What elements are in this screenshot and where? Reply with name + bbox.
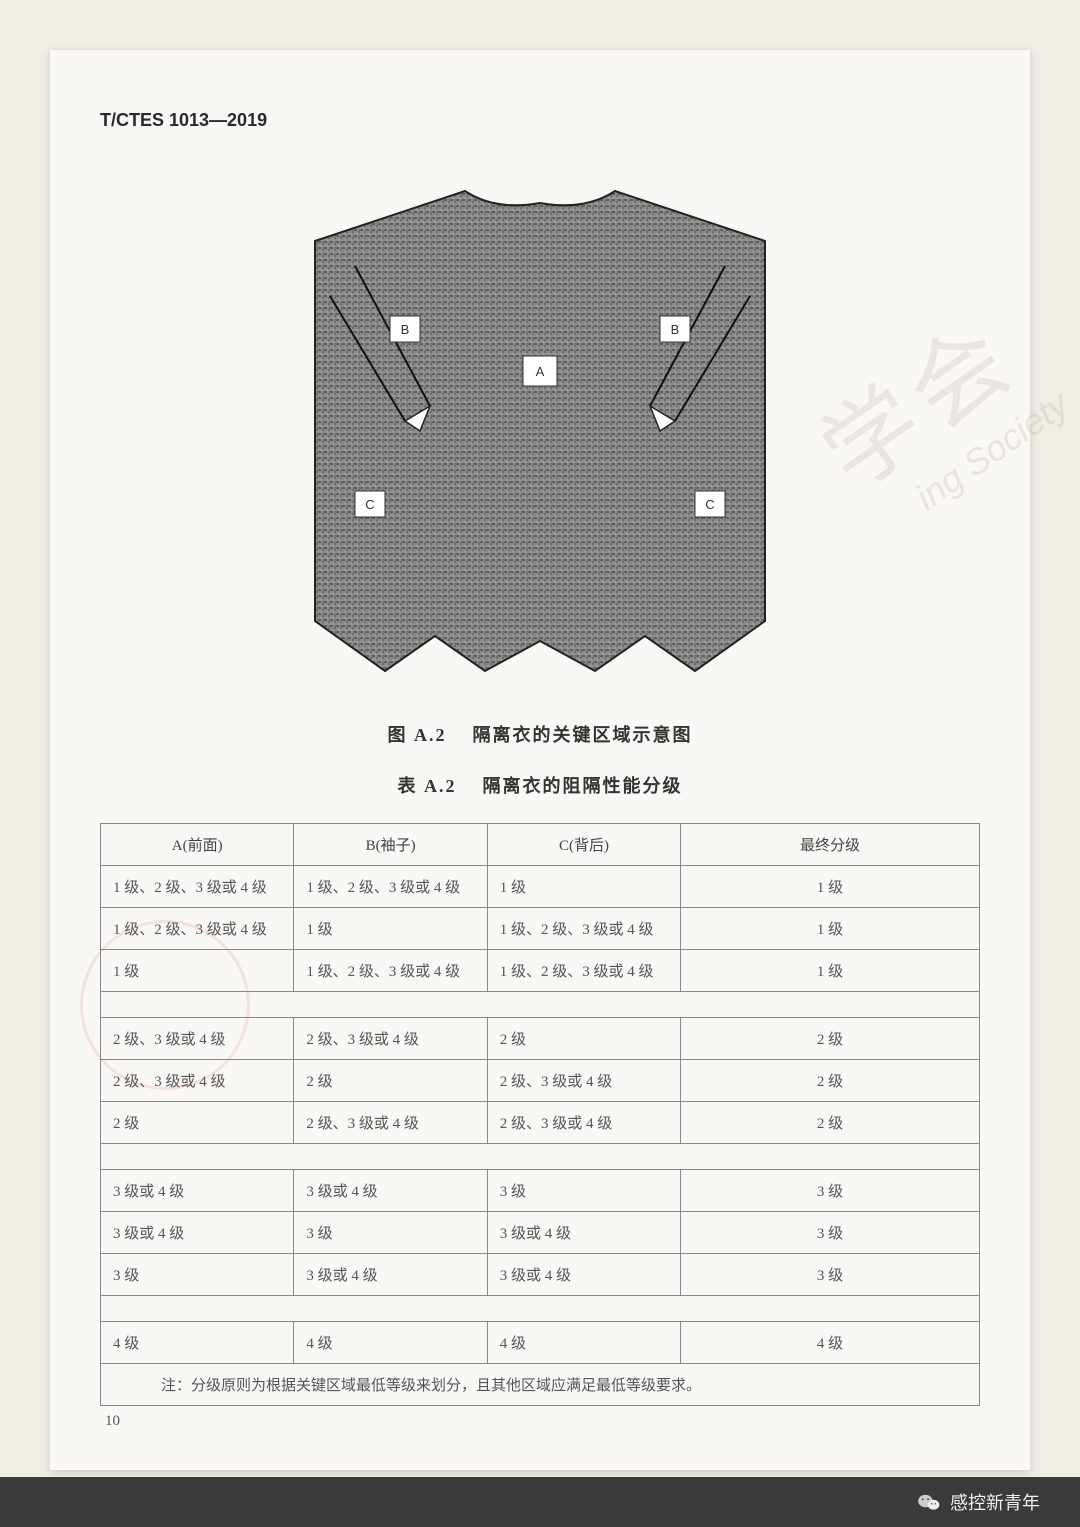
col-header-c: C(背后) <box>487 824 680 866</box>
document-page: T/CTES 1013—2019 <box>50 50 1030 1470</box>
table-cell: 3 级 <box>101 1254 294 1296</box>
table-spacer-row <box>101 1144 980 1170</box>
table-cell: 3 级或 4 级 <box>487 1254 680 1296</box>
table-caption-text: 隔离衣的阻隔性能分级 <box>483 776 683 796</box>
table-cell: 2 级、3 级或 4 级 <box>294 1102 487 1144</box>
table-row: 2 级、3 级或 4 级2 级、3 级或 4 级2 级2 级 <box>101 1018 980 1060</box>
standard-code: T/CTES 1013—2019 <box>100 110 980 131</box>
table-cell: 1 级、2 级、3 级或 4 级 <box>487 908 680 950</box>
table-cell: 1 级 <box>681 950 980 992</box>
table-cell: 3 级或 4 级 <box>487 1212 680 1254</box>
grading-table: A(前面) B(袖子) C(背后) 最终分级 1 级、2 级、3 级或 4 级1… <box>100 823 980 1406</box>
table-note-row: 注：分级原则为根据关键区域最低等级来划分，且其他区域应满足最低等级要求。 <box>101 1364 980 1406</box>
table-cell: 3 级或 4 级 <box>294 1254 487 1296</box>
table-cell: 4 级 <box>294 1322 487 1364</box>
figure-container: A B B C C <box>100 181 980 691</box>
table-cell: 1 级、2 级、3 级或 4 级 <box>487 950 680 992</box>
table-cell: 3 级或 4 级 <box>101 1212 294 1254</box>
table-cell: 3 级或 4 级 <box>101 1170 294 1212</box>
figure-caption-text: 隔离衣的关键区域示意图 <box>473 725 693 745</box>
table-cell: 3 级 <box>681 1254 980 1296</box>
table-row: 2 级、3 级或 4 级2 级2 级、3 级或 4 级2 级 <box>101 1060 980 1102</box>
table-cell: 1 级、2 级、3 级或 4 级 <box>101 866 294 908</box>
table-row: 4 级4 级4 级4 级 <box>101 1322 980 1364</box>
table-note: 注：分级原则为根据关键区域最低等级来划分，且其他区域应满足最低等级要求。 <box>101 1364 980 1406</box>
table-cell: 3 级 <box>681 1212 980 1254</box>
table-cell: 1 级、2 级、3 级或 4 级 <box>294 950 487 992</box>
col-header-b: B(袖子) <box>294 824 487 866</box>
wechat-icon <box>918 1493 940 1511</box>
table-cell: 2 级、3 级或 4 级 <box>101 1018 294 1060</box>
table-cell: 2 级、3 级或 4 级 <box>294 1018 487 1060</box>
table-cell: 2 级、3 级或 4 级 <box>487 1060 680 1102</box>
table-header-row: A(前面) B(袖子) C(背后) 最终分级 <box>101 824 980 866</box>
diagram-label-b-right: B <box>671 322 680 337</box>
page-number: 10 <box>105 1413 120 1430</box>
table-row: 1 级1 级、2 级、3 级或 4 级1 级、2 级、3 级或 4 级1 级 <box>101 950 980 992</box>
table-caption-prefix: 表 A.2 <box>398 776 457 796</box>
table-cell: 1 级 <box>294 908 487 950</box>
diagram-label-b-left: B <box>401 322 410 337</box>
table-cell: 1 级 <box>681 866 980 908</box>
diagram-label-a: A <box>536 364 545 379</box>
table-cell: 1 级、2 级、3 级或 4 级 <box>294 866 487 908</box>
footer-source: 感控新青年 <box>950 1489 1040 1515</box>
table-row: 3 级3 级或 4 级3 级或 4 级3 级 <box>101 1254 980 1296</box>
figure-caption-prefix: 图 A.2 <box>388 725 447 745</box>
table-row: 2 级2 级、3 级或 4 级2 级、3 级或 4 级2 级 <box>101 1102 980 1144</box>
table-cell: 4 级 <box>487 1322 680 1364</box>
table-cell: 1 级 <box>487 866 680 908</box>
table-caption: 表 A.2 隔离衣的阻隔性能分级 <box>100 772 980 798</box>
table-cell: 2 级 <box>294 1060 487 1102</box>
table-cell: 3 级或 4 级 <box>294 1170 487 1212</box>
gown-outline <box>315 191 765 671</box>
table-spacer-row <box>101 1296 980 1322</box>
table-cell: 4 级 <box>101 1322 294 1364</box>
table-cell: 2 级、3 级或 4 级 <box>101 1060 294 1102</box>
table-cell: 3 级 <box>487 1170 680 1212</box>
table-cell: 2 级 <box>101 1102 294 1144</box>
footer-bar: 感控新青年 <box>0 1477 1080 1527</box>
col-header-a: A(前面) <box>101 824 294 866</box>
diagram-label-c-right: C <box>705 497 714 512</box>
table-cell: 2 级 <box>681 1018 980 1060</box>
table-cell: 2 级、3 级或 4 级 <box>487 1102 680 1144</box>
diagram-label-c-left: C <box>365 497 374 512</box>
table-row: 3 级或 4 级3 级3 级或 4 级3 级 <box>101 1212 980 1254</box>
table-row: 1 级、2 级、3 级或 4 级1 级、2 级、3 级或 4 级1 级1 级 <box>101 866 980 908</box>
table-cell: 2 级 <box>681 1102 980 1144</box>
table-cell: 1 级 <box>101 950 294 992</box>
col-header-final: 最终分级 <box>681 824 980 866</box>
table-cell: 4 级 <box>681 1322 980 1364</box>
table-cell: 1 级 <box>681 908 980 950</box>
figure-caption: 图 A.2 隔离衣的关键区域示意图 <box>100 721 980 747</box>
table-cell: 2 级 <box>487 1018 680 1060</box>
gown-diagram: A B B C C <box>295 181 785 691</box>
table-cell: 1 级、2 级、3 级或 4 级 <box>101 908 294 950</box>
table-row: 1 级、2 级、3 级或 4 级1 级1 级、2 级、3 级或 4 级1 级 <box>101 908 980 950</box>
table-cell: 2 级 <box>681 1060 980 1102</box>
table-cell: 3 级 <box>681 1170 980 1212</box>
table-spacer-row <box>101 992 980 1018</box>
table-cell: 3 级 <box>294 1212 487 1254</box>
table-row: 3 级或 4 级3 级或 4 级3 级3 级 <box>101 1170 980 1212</box>
